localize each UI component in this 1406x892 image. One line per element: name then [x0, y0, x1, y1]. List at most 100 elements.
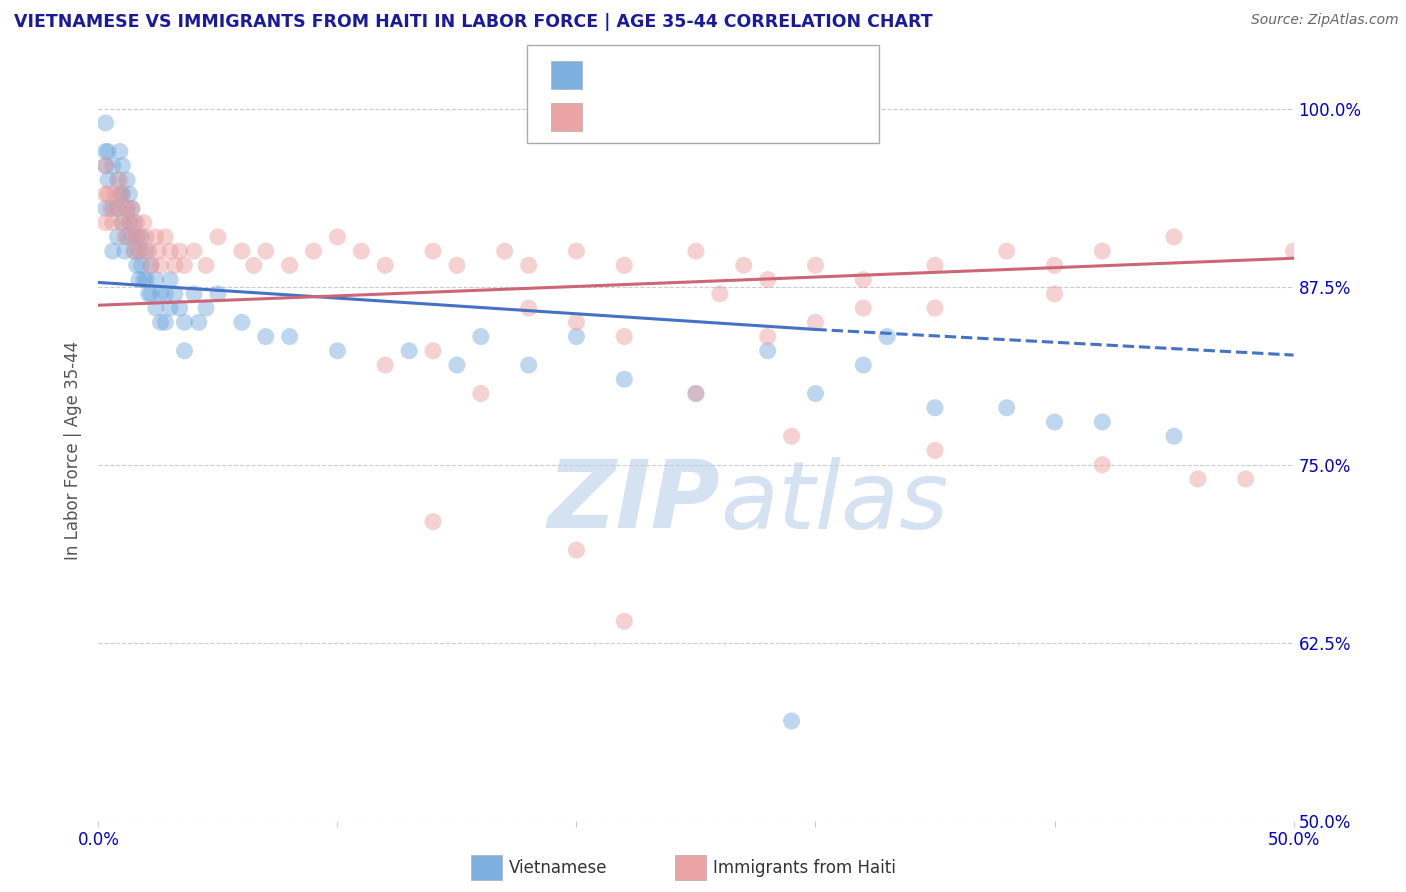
Point	[804, 315, 827, 329]
Point	[101, 244, 124, 259]
Point	[302, 244, 325, 259]
Point	[149, 286, 172, 301]
Point	[149, 315, 172, 329]
Point	[139, 258, 162, 272]
Point	[139, 286, 162, 301]
Point	[685, 386, 707, 401]
Point	[422, 244, 444, 259]
Point	[876, 329, 898, 343]
Point	[155, 315, 177, 329]
Point	[111, 159, 134, 173]
Point	[108, 145, 131, 159]
Point	[118, 187, 141, 202]
Point	[685, 244, 707, 259]
Point	[148, 244, 170, 259]
Point	[97, 173, 120, 187]
Point	[163, 286, 186, 301]
Point	[159, 301, 181, 315]
Point	[124, 230, 146, 244]
Point	[138, 244, 160, 259]
Point	[132, 216, 155, 230]
Text: -0.157: -0.157	[638, 62, 697, 79]
Point	[924, 443, 946, 458]
Point	[1043, 286, 1066, 301]
Point	[1091, 244, 1114, 259]
Point	[159, 244, 181, 259]
Point	[135, 272, 157, 286]
Text: atlas: atlas	[720, 457, 948, 548]
Point	[852, 358, 875, 372]
Point	[128, 272, 150, 286]
Point	[101, 159, 124, 173]
Point	[398, 343, 420, 358]
Point	[94, 216, 117, 230]
Point	[94, 159, 117, 173]
Point	[121, 202, 143, 216]
Point	[121, 230, 143, 244]
Point	[565, 329, 588, 343]
Text: Source: ZipAtlas.com: Source: ZipAtlas.com	[1251, 13, 1399, 28]
Point	[98, 202, 122, 216]
Point	[756, 343, 779, 358]
Point	[278, 258, 301, 272]
Point	[565, 543, 588, 558]
Point	[517, 301, 540, 315]
Point	[1091, 458, 1114, 472]
Point	[173, 315, 195, 329]
Point	[470, 329, 492, 343]
Point	[446, 258, 468, 272]
Point	[565, 315, 588, 329]
Point	[195, 258, 218, 272]
Point	[1043, 415, 1066, 429]
Point	[924, 301, 946, 315]
Point	[422, 343, 444, 358]
Point	[613, 329, 636, 343]
Point	[804, 258, 827, 272]
Point	[995, 401, 1018, 415]
Point	[131, 258, 153, 272]
Point	[115, 202, 138, 216]
Point	[118, 216, 141, 230]
Point	[756, 272, 779, 286]
Point	[108, 173, 131, 187]
Point	[101, 202, 124, 216]
Point	[94, 159, 117, 173]
Text: Vietnamese: Vietnamese	[509, 859, 607, 877]
Point	[145, 230, 167, 244]
Point	[207, 230, 229, 244]
Point	[565, 244, 588, 259]
Point	[94, 202, 117, 216]
Point	[733, 258, 755, 272]
Point	[97, 187, 120, 202]
Point	[709, 286, 731, 301]
Point	[149, 258, 172, 272]
Point	[94, 145, 117, 159]
Point	[254, 329, 277, 343]
Point	[135, 230, 157, 244]
Point	[374, 358, 396, 372]
Point	[517, 258, 540, 272]
Point	[115, 230, 138, 244]
Point	[111, 216, 134, 230]
Point	[169, 301, 191, 315]
Point	[173, 258, 195, 272]
Point	[1163, 230, 1185, 244]
Point	[128, 244, 150, 259]
Point	[1091, 415, 1114, 429]
Point	[111, 187, 134, 202]
Point	[155, 230, 177, 244]
Text: N = 76: N = 76	[713, 62, 787, 79]
Point	[995, 244, 1018, 259]
Point	[685, 386, 707, 401]
Text: R =: R =	[593, 62, 630, 79]
Point	[124, 244, 146, 259]
Point	[187, 315, 209, 329]
Point	[115, 173, 138, 187]
Point	[163, 258, 186, 272]
Point	[350, 244, 373, 259]
Point	[118, 216, 141, 230]
Point	[924, 258, 946, 272]
Point	[1187, 472, 1209, 486]
Point	[446, 358, 468, 372]
Point	[494, 244, 516, 259]
